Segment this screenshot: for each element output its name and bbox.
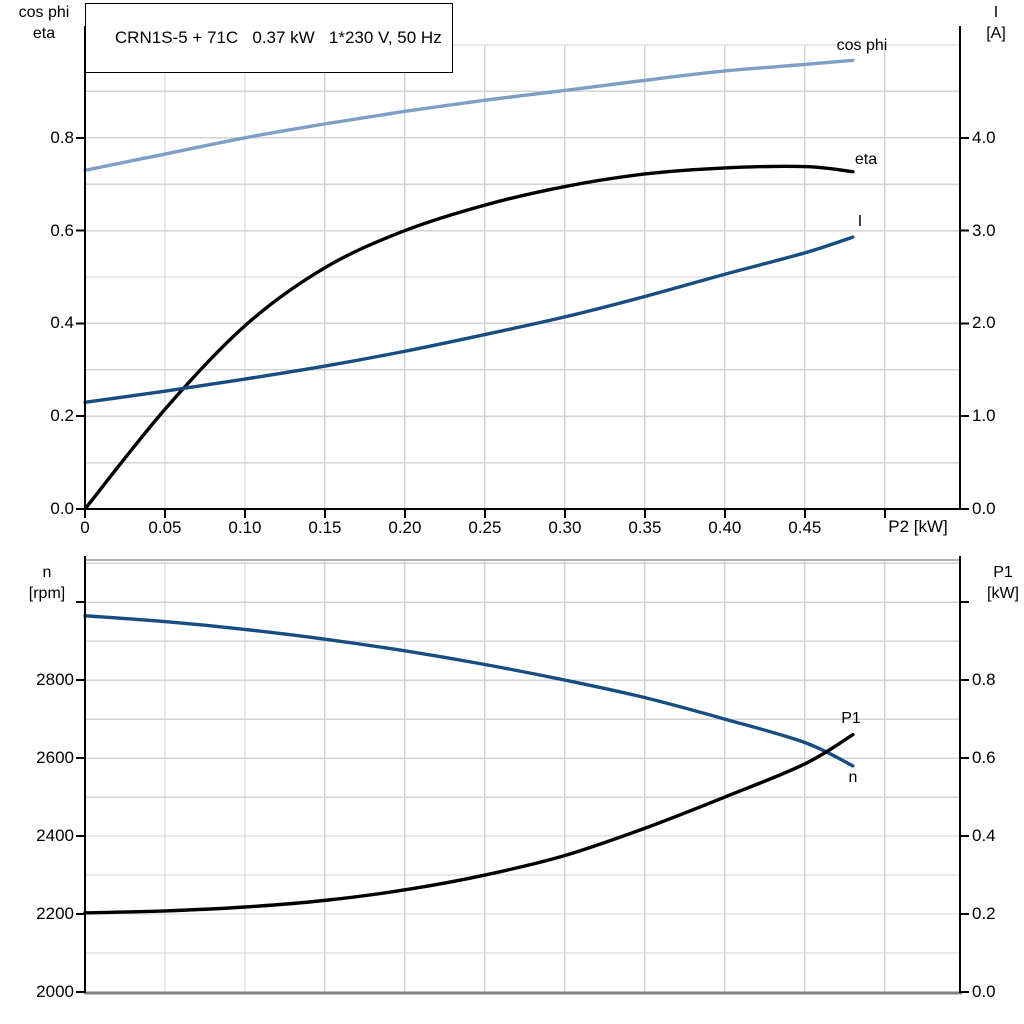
right-axis-tick-label: 0.8 <box>972 670 996 690</box>
left-axis-tick-label: 0.8 <box>50 127 74 147</box>
left-axis-tick-label: 2000 <box>36 982 74 1001</box>
n-curve-label: n <box>848 769 858 786</box>
top-left-axis-title-line2: eta <box>32 25 56 42</box>
current-curve-label: I <box>857 213 863 230</box>
cos-phi-curve-label: cos phi <box>836 37 888 54</box>
left-axis-tick-label: 0.2 <box>50 406 74 426</box>
x-axis-tick-label: 0.35 <box>628 518 662 537</box>
x-axis-tick-label: 0.05 <box>148 518 182 537</box>
x-axis-title: P2 [kW] <box>888 517 948 536</box>
x-axis-tick-label: 0.15 <box>308 518 342 537</box>
chart-title-box: CRN1S-5 + 71C 0.37 kW 1*230 V, 50 Hz <box>85 3 453 73</box>
curve-n <box>83 614 855 768</box>
bottom-right-axis-title: P1 [kW] <box>973 562 1024 604</box>
right-axis-tick-label: 0.4 <box>972 826 996 846</box>
right-axis-tick-label: 0.2 <box>972 904 996 924</box>
bottom-right-axis-title-line2: [kW] <box>987 585 1019 602</box>
left-axis-tick-label: 0.6 <box>50 220 74 240</box>
x-axis-tick-label: 0.20 <box>388 518 422 537</box>
top-left-axis-title-line1: cos phi <box>18 4 70 21</box>
top-right-axis-title-line1: I <box>993 4 999 21</box>
right-axis-tick-label: 1.0 <box>972 406 996 426</box>
plot-borders <box>84 559 962 995</box>
p1-curve-label: P1 <box>841 710 861 727</box>
left-axis-tick-label: 2200 <box>36 904 74 924</box>
data-curves <box>83 58 855 915</box>
top-left-axis-title: cos phi eta <box>4 2 84 44</box>
left-axis-tick-label: 0.0 <box>50 499 74 518</box>
left-axis-tick-label: 2600 <box>36 748 74 768</box>
axes-and-ticks <box>76 26 969 993</box>
bottom-left-axis-title: n [rpm] <box>7 562 87 604</box>
left-axis-tick-label: 2400 <box>36 826 74 846</box>
curve-cos-phi <box>83 58 855 172</box>
right-axis-tick-label: 0.6 <box>972 748 996 768</box>
right-axis-tick-label: 0.0 <box>972 499 996 518</box>
top-right-axis-title: I [A] <box>966 2 1024 44</box>
x-axis-tick-label: 0.10 <box>228 518 262 537</box>
x-axis-tick-label: 0 <box>80 518 90 537</box>
right-axis-tick-label: 2.0 <box>972 313 996 333</box>
left-axis-tick-label: 2800 <box>36 670 74 690</box>
top-right-axis-title-line2: [A] <box>986 25 1006 42</box>
left-axis-tick-label: 0.4 <box>50 313 74 333</box>
curve-i <box>83 235 855 404</box>
right-axis-tick-label: 4.0 <box>972 127 996 147</box>
eta-curve-label: eta <box>854 151 878 168</box>
x-axis-tick-label: 0.30 <box>548 518 582 537</box>
right-axis-tick-label: 3.0 <box>972 220 996 240</box>
bottom-left-axis-title-line1: n <box>42 564 52 581</box>
x-axis-tick-label: 0.40 <box>708 518 742 537</box>
right-axis-tick-label: 0.0 <box>972 982 996 1001</box>
curve-p1 <box>83 732 855 915</box>
x-axis-tick-label: 0.45 <box>788 518 822 537</box>
curve-eta <box>83 164 855 511</box>
bottom-right-axis-title-line1: P1 <box>993 564 1013 581</box>
bottom-left-axis-title-line2: [rpm] <box>28 585 66 602</box>
gridlines <box>85 44 960 992</box>
x-axis-tick-label: 0.25 <box>468 518 502 537</box>
chart-title-text: CRN1S-5 + 71C 0.37 kW 1*230 V, 50 Hz <box>114 28 442 47</box>
